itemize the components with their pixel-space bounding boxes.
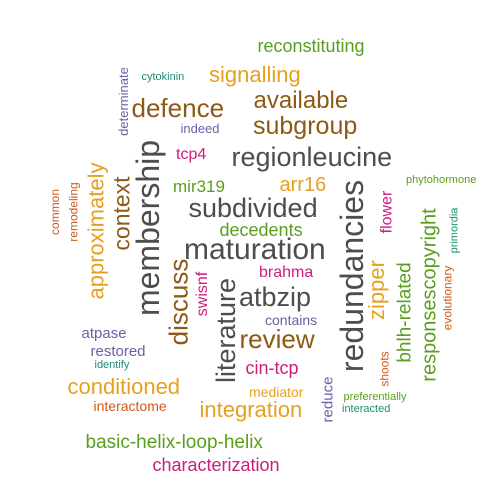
word-reconstituting: reconstituting xyxy=(257,36,365,56)
word-contains: contains xyxy=(265,312,318,328)
word-cin-tcp: cin-tcp xyxy=(245,358,299,378)
word-phytohormone: phytohormone xyxy=(406,173,477,186)
word-zipper: zipper xyxy=(363,260,389,320)
word-swisnf: swisnf xyxy=(194,271,212,317)
word-defence: defence xyxy=(131,93,225,123)
word-approximately: approximately xyxy=(82,162,108,300)
word-atbzip: atbzip xyxy=(239,281,312,312)
word-bhlh-related: bhlh-related xyxy=(394,261,416,363)
word-remodeling: remodeling xyxy=(66,182,81,242)
word-identify: identify xyxy=(94,358,130,371)
word-interacted: interacted xyxy=(342,402,391,415)
word-decedents: decedents xyxy=(219,220,303,240)
word-primordia: primordia xyxy=(448,207,461,253)
word-shoots: shoots xyxy=(377,351,392,387)
word-review: review xyxy=(239,324,315,354)
word-responsescopyright: responsescopyright xyxy=(418,208,441,382)
word-common: common xyxy=(48,188,63,236)
word-subgroup: subgroup xyxy=(253,111,358,140)
word-preferentially: preferentially xyxy=(343,390,407,403)
word-discuss: discuss xyxy=(162,258,193,346)
word-characterization: characterization xyxy=(152,455,280,475)
word-mediator: mediator xyxy=(249,384,304,400)
word-atpase: atpase xyxy=(81,324,127,342)
word-cytokinin: cytokinin xyxy=(141,70,185,83)
word-maturation: maturation xyxy=(184,233,326,266)
word-evolutionary: evolutionary xyxy=(439,265,454,331)
word-restored: restored xyxy=(90,342,146,360)
word-available: available xyxy=(253,87,349,114)
word-regionleucine: regionleucine xyxy=(231,141,393,172)
word-basic-helix-loop-helix: basic-helix-loop-helix xyxy=(85,431,263,453)
word-integration: integration xyxy=(199,397,303,422)
word-indeed: indeed xyxy=(180,120,220,136)
word-brahma: brahma xyxy=(259,264,314,281)
word-tcp4: tcp4 xyxy=(176,146,207,163)
word-flower: flower xyxy=(377,190,395,234)
word-reduce: reduce xyxy=(319,376,337,422)
word-conditioned: conditioned xyxy=(67,374,181,399)
word-membership: membership xyxy=(130,139,167,317)
word-mir319: mir319 xyxy=(173,176,225,196)
word-arr16: arr16 xyxy=(279,174,327,196)
word-determinate: determinate xyxy=(115,66,131,136)
word-context: context xyxy=(108,175,135,251)
word-subdivided: subdivided xyxy=(188,192,318,223)
word-interactome: interactome xyxy=(93,398,167,414)
word-literature: literature xyxy=(210,277,241,383)
word-signalling: signalling xyxy=(209,62,301,87)
